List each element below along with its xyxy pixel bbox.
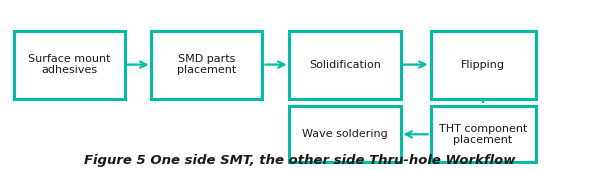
Text: Flipping: Flipping [461, 60, 505, 70]
FancyBboxPatch shape [431, 31, 536, 99]
Text: Figure 5 One side SMT, the other side Thru-hole Workflow: Figure 5 One side SMT, the other side Th… [84, 154, 516, 167]
Text: Surface mount
adhesives: Surface mount adhesives [28, 54, 110, 75]
Text: Wave soldering: Wave soldering [302, 129, 388, 139]
FancyBboxPatch shape [289, 31, 401, 99]
FancyBboxPatch shape [431, 106, 536, 162]
Text: Solidification: Solidification [309, 60, 381, 70]
Text: THT component
placement: THT component placement [439, 123, 527, 145]
FancyBboxPatch shape [151, 31, 262, 99]
Text: SMD parts
placement: SMD parts placement [178, 54, 236, 75]
FancyBboxPatch shape [14, 31, 125, 99]
FancyBboxPatch shape [289, 106, 401, 162]
